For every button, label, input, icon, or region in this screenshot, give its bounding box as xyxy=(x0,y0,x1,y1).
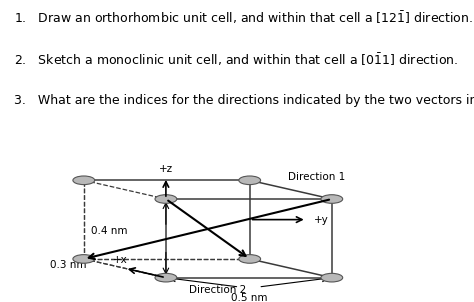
Text: 0.4 nm: 0.4 nm xyxy=(91,226,128,236)
Text: Direction 2: Direction 2 xyxy=(189,285,246,295)
Text: Direction 1: Direction 1 xyxy=(288,172,346,182)
Circle shape xyxy=(73,255,95,263)
Text: 2.   Sketch a monoclinic unit cell, and within that cell a $[0\bar{1}1]$ directi: 2. Sketch a monoclinic unit cell, and wi… xyxy=(14,52,458,68)
Text: +x: +x xyxy=(113,255,128,265)
Circle shape xyxy=(321,273,343,282)
Circle shape xyxy=(239,176,261,185)
Circle shape xyxy=(321,195,343,203)
Circle shape xyxy=(73,176,95,185)
Circle shape xyxy=(155,195,177,203)
Text: 0.3 nm: 0.3 nm xyxy=(50,259,87,270)
Text: 3.   What are the indices for the directions indicated by the two vectors in the: 3. What are the indices for the directio… xyxy=(14,94,474,107)
Text: +y: +y xyxy=(314,215,328,225)
Circle shape xyxy=(155,273,177,282)
Circle shape xyxy=(239,255,261,263)
Text: +z: +z xyxy=(159,164,173,174)
Text: 0.5 nm: 0.5 nm xyxy=(230,293,267,302)
Text: 1.   Draw an orthorhombic unit cell, and within that cell a $[12\bar{1}]$ direct: 1. Draw an orthorhombic unit cell, and w… xyxy=(14,9,474,26)
